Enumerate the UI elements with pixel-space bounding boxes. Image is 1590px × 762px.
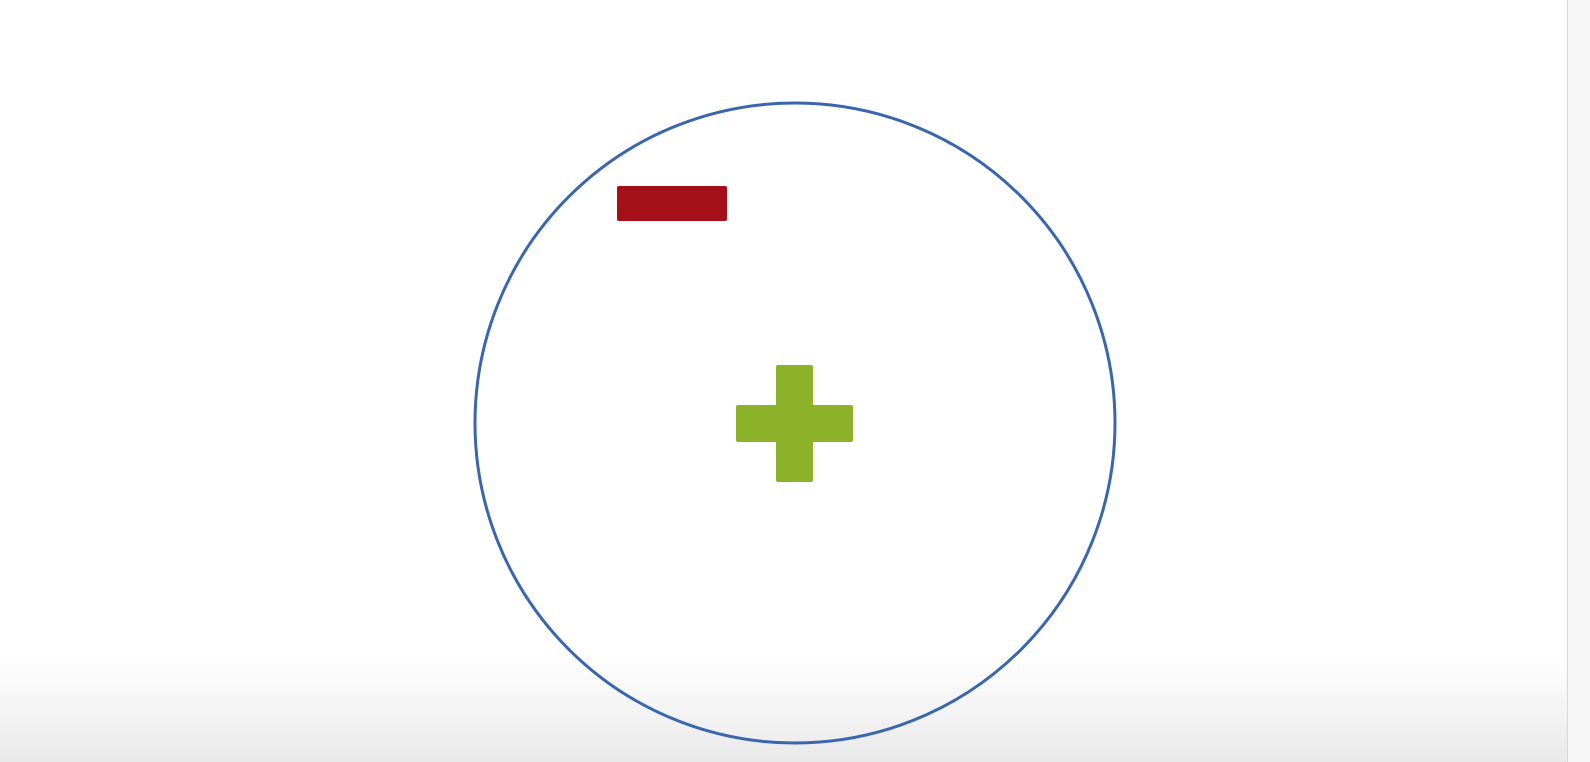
plus-sign-icon	[736, 365, 853, 482]
minus-sign-icon	[617, 186, 727, 221]
window-edge	[1567, 0, 1590, 762]
boundary-circle	[473, 101, 1117, 745]
